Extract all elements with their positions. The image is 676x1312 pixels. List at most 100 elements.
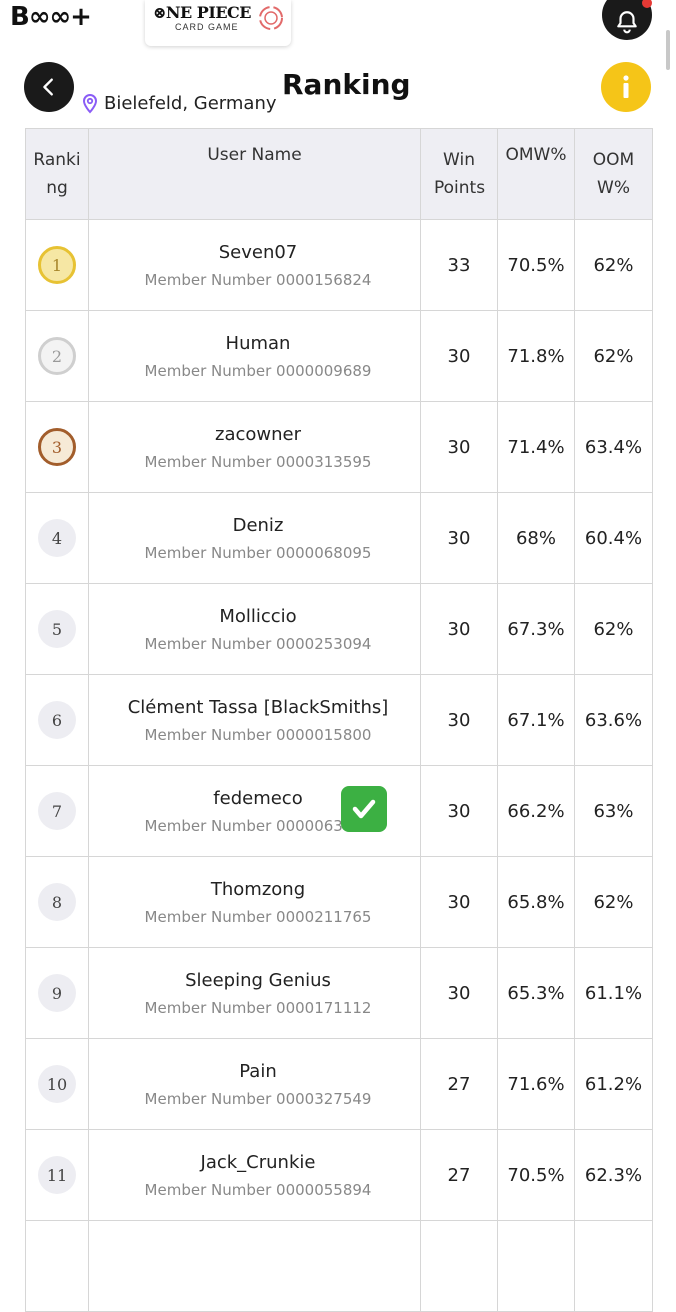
user-name: Human	[225, 332, 291, 354]
table-row[interactable]: 8 Thomzong Member Number 0000211765 30 65.8%…	[25, 856, 653, 948]
win-points-cell	[420, 1220, 498, 1312]
member-number: Member Number 0000171112	[144, 998, 372, 1017]
location: Bielefeld, Germany	[82, 93, 277, 114]
member-number: Member Number 0000063945	[144, 816, 372, 835]
win-points-cell: 27	[420, 1129, 498, 1221]
rank-cell: 2	[25, 310, 89, 402]
user-cell: Jack_Crunkie Member Number 0000055894	[88, 1129, 421, 1221]
omw-cell: 65.8%	[497, 856, 575, 948]
rank-badge: 11	[38, 1156, 76, 1194]
notification-button[interactable]	[602, 0, 652, 40]
oomw-cell: 63.6%	[574, 674, 653, 766]
win-points-cell: 30	[420, 674, 498, 766]
user-cell: Sleeping Genius Member Number 0000171112	[88, 947, 421, 1039]
member-number: Member Number 0000211765	[144, 907, 372, 926]
header-user-name: User Name	[88, 128, 421, 220]
header-ranking: Ranking	[25, 128, 89, 220]
table-row[interactable]: 1 Seven07 Member Number 0000156824 33 70.5% 6…	[25, 219, 653, 311]
table-row[interactable]: 2 Human Member Number 0000009689 30 71.8% 62%	[25, 310, 653, 402]
table-row[interactable]: 7 fedemeco Member Number 0000063945 30 66.2%…	[25, 765, 653, 857]
user-cell	[88, 1220, 421, 1312]
user-name: Molliccio	[219, 605, 297, 627]
oomw-cell: 62.3%	[574, 1129, 653, 1221]
rank-cell: 3	[25, 401, 89, 493]
header-win-points: Win Points	[420, 128, 498, 220]
table-row[interactable]: 3 zacowner Member Number 0000313595 30 71.4%…	[25, 401, 653, 493]
header-win-points-label: Win Points	[434, 150, 486, 198]
table-row[interactable]: 4 Deniz Member Number 0000068095 30 68% 60.4%	[25, 492, 653, 584]
ranking-table: Ranking User Name Win Points OMW% OOMW% …	[25, 128, 653, 1312]
rank-badge: 3	[38, 428, 76, 466]
chevron-left-icon	[43, 78, 53, 96]
member-number: Member Number 0000156824	[144, 270, 372, 289]
win-points-cell: 30	[420, 401, 498, 493]
win-points-cell: 30	[420, 856, 498, 948]
user-cell: Deniz Member Number 0000068095	[88, 492, 421, 584]
member-number: Member Number 0000009689	[144, 361, 372, 380]
user-cell: Molliccio Member Number 0000253094	[88, 583, 421, 675]
one-piece-logo-card: ⊗NE PIECE CARD GAME	[145, 0, 291, 46]
user-cell: Thomzong Member Number 0000211765	[88, 856, 421, 948]
oomw-cell: 63%	[574, 765, 653, 857]
rank-cell: 8	[25, 856, 89, 948]
rank-cell: 5	[25, 583, 89, 675]
omw-cell: 67.1%	[497, 674, 575, 766]
member-number: Member Number 0000313595	[144, 452, 372, 471]
rank-cell: 1	[25, 219, 89, 311]
table-row[interactable]: 11 Jack_Crunkie Member Number 0000055894 27…	[25, 1129, 653, 1221]
rank-cell: 11	[25, 1129, 89, 1221]
omw-cell: 66.2%	[497, 765, 575, 857]
omw-cell: 70.5%	[497, 1129, 575, 1221]
user-name: Pain	[239, 1060, 277, 1082]
back-button[interactable]	[24, 62, 74, 112]
info-button[interactable]	[601, 62, 651, 112]
user-name: Seven07	[218, 241, 298, 263]
table-row[interactable]: 10 Pain Member Number 0000327549 27 71.6% 61.…	[25, 1038, 653, 1130]
rank-cell: 7	[25, 765, 89, 857]
oomw-cell: 63.4%	[574, 401, 653, 493]
member-number: Member Number 0000327549	[144, 1089, 372, 1108]
table-row[interactable]: 5 Molliccio Member Number 0000253094 30 67.3…	[25, 583, 653, 675]
scrollbar[interactable]	[666, 30, 670, 70]
user-name: Deniz	[232, 514, 284, 536]
location-pin-icon	[82, 93, 98, 113]
check-mark-icon	[341, 786, 387, 832]
bandai-logo: B∞∞+	[10, 2, 92, 32]
rank-cell: 10	[25, 1038, 89, 1130]
oomw-cell: 61.1%	[574, 947, 653, 1039]
location-text: Bielefeld, Germany	[104, 93, 277, 114]
user-cell: zacowner Member Number 0000313595	[88, 401, 421, 493]
omw-cell: 65.3%	[497, 947, 575, 1039]
oomw-cell: 62%	[574, 310, 653, 402]
member-number: Member Number 0000068095	[144, 543, 372, 562]
table-header-row: Ranking User Name Win Points OMW% OOMW%	[25, 128, 653, 220]
notification-dot	[642, 0, 652, 8]
header-ranking-label: Ranking	[33, 150, 81, 198]
oomw-cell: 60.4%	[574, 492, 653, 584]
rank-badge: 9	[38, 974, 76, 1012]
rank-badge: 5	[38, 610, 76, 648]
user-cell: Clément Tassa [BlackSmiths] Member Number…	[88, 674, 421, 766]
member-number: Member Number 0000055894	[144, 1180, 372, 1199]
omw-cell: 71.8%	[497, 310, 575, 402]
win-points-cell: 30	[420, 583, 498, 675]
omw-cell: 70.5%	[497, 219, 575, 311]
table-row[interactable]: 6 Clément Tassa [BlackSmiths] Member Numbe…	[25, 674, 653, 766]
rank-cell: 6	[25, 674, 89, 766]
user-name: Sleeping Genius	[185, 969, 331, 991]
rank-cell: 4	[25, 492, 89, 584]
user-name: Clément Tassa [BlackSmiths]	[127, 696, 389, 718]
rank-badge: 7	[38, 792, 76, 830]
rank-badge: 1	[38, 246, 76, 284]
table-row[interactable]: 9 Sleeping Genius Member Number 0000171112…	[25, 947, 653, 1039]
omw-cell: 68%	[497, 492, 575, 584]
rank-cell	[25, 1220, 89, 1312]
user-cell: Pain Member Number 0000327549	[88, 1038, 421, 1130]
omw-cell: 71.6%	[497, 1038, 575, 1130]
user-cell: fedemeco Member Number 0000063945	[88, 765, 421, 857]
table-row[interactable]	[25, 1220, 653, 1312]
oomw-cell: 62%	[574, 219, 653, 311]
omw-cell: 71.4%	[497, 401, 575, 493]
rank-cell: 9	[25, 947, 89, 1039]
user-name: Thomzong	[210, 878, 306, 900]
